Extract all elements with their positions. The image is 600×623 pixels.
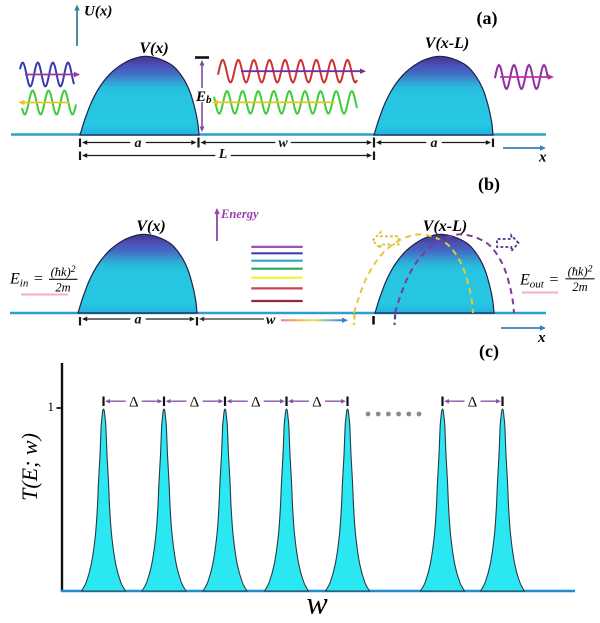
- svg-text:U(x): U(x): [84, 4, 112, 20]
- svg-text:a: a: [431, 136, 438, 151]
- svg-text:V(x-L): V(x-L): [425, 35, 469, 52]
- svg-text:L: L: [218, 147, 228, 162]
- svg-text:Δ: Δ: [251, 395, 261, 411]
- svg-text:2m: 2m: [55, 281, 70, 295]
- svg-text:(a): (a): [477, 8, 498, 29]
- svg-text:(ħk)2: (ħk)2: [51, 265, 76, 279]
- svg-text:Δ: Δ: [190, 395, 200, 411]
- svg-text:2m: 2m: [572, 280, 587, 294]
- svg-text:(b): (b): [478, 174, 500, 195]
- svg-text:x: x: [538, 150, 547, 166]
- svg-text:Eb: Eb: [195, 89, 212, 106]
- svg-text:1: 1: [48, 399, 55, 414]
- svg-text:(ħk)2: (ħk)2: [568, 265, 593, 279]
- svg-text:T(E; w): T(E; w): [17, 433, 42, 501]
- svg-text:x: x: [537, 330, 546, 346]
- svg-text:Ein=: Ein =: [9, 271, 44, 290]
- svg-text:w: w: [266, 313, 276, 328]
- svg-text:Δ: Δ: [468, 395, 478, 411]
- svg-text:Δ: Δ: [312, 395, 322, 411]
- svg-text:V(x): V(x): [139, 40, 168, 57]
- svg-text:a: a: [135, 136, 142, 151]
- svg-text:Energy: Energy: [220, 207, 259, 221]
- svg-text:V(x): V(x): [136, 218, 165, 235]
- svg-text:a: a: [135, 313, 142, 328]
- svg-text:w: w: [278, 136, 288, 151]
- svg-text:w: w: [306, 585, 328, 621]
- svg-text:V(x-L): V(x-L): [423, 218, 467, 235]
- svg-text:Δ: Δ: [129, 395, 139, 411]
- svg-text:(c): (c): [479, 341, 499, 362]
- svg-text:Eout=: Eout =: [519, 272, 559, 291]
